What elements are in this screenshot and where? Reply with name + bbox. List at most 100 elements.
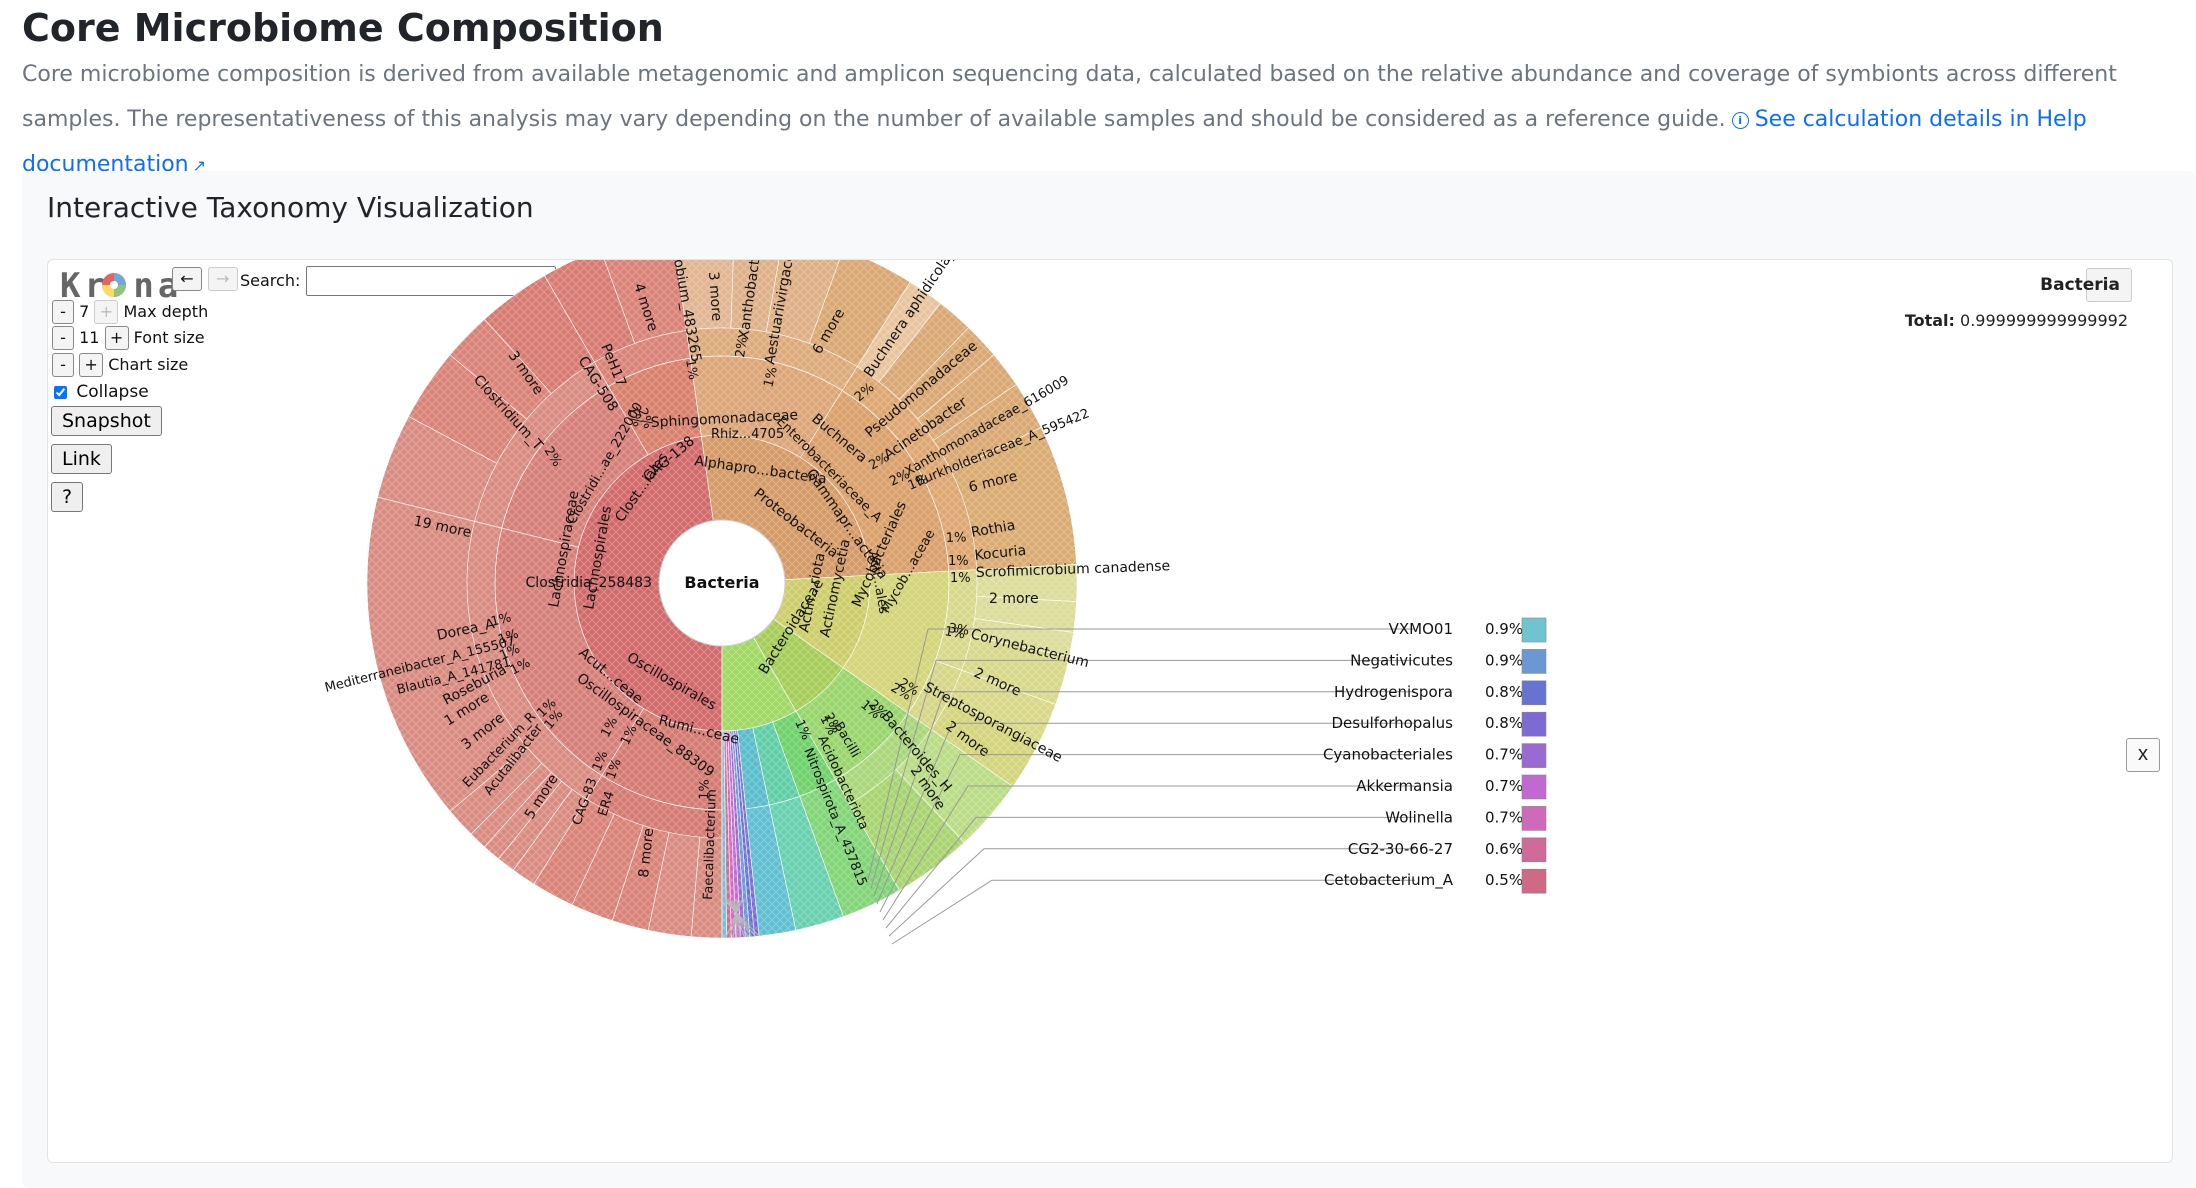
back-button[interactable]: ← <box>172 267 202 291</box>
link-button[interactable]: Link <box>51 444 112 474</box>
small-slice-5-texture <box>725 730 736 938</box>
pct-label-0: 1% <box>489 610 513 630</box>
legend-value-3: 0.8% <box>1485 714 1523 732</box>
ring2-gammaproteobacteria-texture <box>800 390 949 576</box>
leader-stub-3 <box>729 899 749 938</box>
pct-label-20: 1% <box>948 554 969 569</box>
leader-stub-7 <box>732 899 739 938</box>
outer-segment-7-texture <box>484 751 580 859</box>
outer-label-25: 3 more <box>705 271 724 322</box>
legend-name-6: Wolinella <box>1385 808 1453 826</box>
legend-swatch-7 <box>1521 837 1547 863</box>
collapse-label: Collapse <box>76 382 149 402</box>
small-slice-2-texture <box>731 730 750 938</box>
outer-segment-27-texture <box>948 564 1077 602</box>
krona-sunburst: BacteriaClostridia_258483ProteobacteriaA… <box>323 260 1547 945</box>
ring2-acidobacteriota-texture <box>752 722 800 806</box>
family-segment-3-texture <box>594 330 691 387</box>
small-slice-4-texture <box>727 730 741 938</box>
chart-size-decrease-button[interactable]: - <box>52 353 74 377</box>
outer-segment-10-texture <box>367 497 549 812</box>
legend-leader-5 <box>882 785 1415 921</box>
forward-button[interactable]: → <box>207 267 238 291</box>
legend-value-6: 0.7% <box>1485 808 1523 826</box>
small-slice-7-texture <box>722 730 727 938</box>
ring2-nitrospirota-texture <box>737 727 770 809</box>
family-segment-1-texture <box>467 521 602 800</box>
focus-node-label: Bacteria <box>2040 275 2120 295</box>
font-size-decrease-button[interactable]: - <box>52 326 74 350</box>
pct-label-7: 1% <box>604 757 625 782</box>
search-input[interactable] <box>306 266 557 296</box>
font-size-label: Font size <box>133 328 205 347</box>
chart-size-increase-button[interactable]: + <box>79 353 104 377</box>
legend-value-1: 0.9% <box>1485 651 1523 669</box>
collapse-checkbox[interactable] <box>54 385 67 399</box>
total-value: 0.999999999999992 <box>1960 311 2128 330</box>
legend-leader-4 <box>879 754 1415 913</box>
legend-leader-3 <box>876 722 1415 905</box>
sunburst-rings <box>366 260 1078 939</box>
krona-chart-frame: Kr na ← → Search: x - 7 + Max depth - 11 <box>47 259 2173 1163</box>
legend-value-2: 0.8% <box>1485 683 1523 701</box>
outer-segment-0-texture <box>691 809 722 938</box>
card-title: Interactive Taxonomy Visualization <box>47 191 534 224</box>
legend-value-7: 0.6% <box>1485 840 1523 858</box>
small-taxa-legend: VXMO01 0.9% Negativicutes 0.9% Hydrogenispor… <box>1323 617 1547 894</box>
legend-close-button[interactable]: x <box>2126 738 2160 772</box>
ring2-bacteroidaceae-texture <box>796 667 908 780</box>
small-slice-6-texture <box>723 730 732 938</box>
small-slice-0-texture <box>735 730 760 937</box>
help-button[interactable]: ? <box>51 482 84 512</box>
outer-label-13: 8 more <box>636 827 657 878</box>
max-depth-increase-button[interactable]: + <box>94 300 119 324</box>
outer-segment-5-texture <box>513 766 602 885</box>
pct-label-6: 1% <box>590 749 612 774</box>
legend-swatch-3 <box>1521 711 1547 737</box>
outer-label-41: Scrofimicrobium canadense <box>976 558 1171 581</box>
outer-segment-35-texture <box>799 779 900 917</box>
legend-swatch-6 <box>1521 806 1547 831</box>
legend-swatch-8 <box>1521 868 1547 894</box>
pct-label-9: 1% <box>624 405 645 429</box>
ring1-proteobacteria-texture <box>701 435 870 580</box>
chart-size-label: Chart size <box>108 355 189 374</box>
page-title: Core Microbiome Composition <box>22 6 664 50</box>
small-slice-1-texture <box>733 730 755 937</box>
legend-leader-1 <box>870 659 1415 889</box>
visualization-card: Interactive Taxonomy Visualization Kr na… <box>22 171 2196 1188</box>
outer-segment-29-texture <box>944 614 1074 657</box>
outer-label-42: 2 more <box>989 591 1039 607</box>
outer-segment-36-texture <box>769 796 844 931</box>
outer-segment-37-texture <box>745 805 796 937</box>
legend-value-0: 0.9% <box>1485 620 1523 638</box>
focus-navigation-toggle[interactable]: ↔ <box>2086 268 2132 302</box>
ring1-actinomycetota-texture <box>773 575 870 668</box>
outer-label-14: Faecalibacterium <box>701 789 720 900</box>
ring2-actinomycetia-texture <box>843 571 949 714</box>
font-size-increase-button[interactable]: + <box>104 326 129 350</box>
legend-swatch-5 <box>1521 774 1547 800</box>
ring2-clostridiales-texture <box>501 386 648 548</box>
external-link-icon: ↗ <box>192 156 207 175</box>
ring2-cag138-texture <box>608 358 702 455</box>
leader-stub-2 <box>727 899 753 938</box>
legend-swatch-2 <box>1521 680 1547 706</box>
outer-segment-6-texture <box>498 759 589 871</box>
page-description: Core microbiome composition is derived f… <box>22 52 2172 188</box>
search-label: Search: <box>240 271 301 290</box>
legend-name-5: Akkermansia <box>1356 777 1453 795</box>
center-label: Bacteria <box>684 573 759 592</box>
snapshot-button[interactable]: Snapshot <box>51 406 162 436</box>
max-depth-decrease-button[interactable]: - <box>52 300 74 324</box>
ring2-lachnospirales-texture <box>494 528 644 776</box>
family-segment-8-texture <box>835 713 931 804</box>
outer-label-29: Sphingomonadaceae <box>650 407 798 431</box>
pct-label-12: 1% <box>682 358 700 381</box>
legend-name-0: VXMO01 <box>1389 620 1453 638</box>
ring2-oscillospirales-texture <box>601 708 722 810</box>
legend-leader-8 <box>891 879 1415 945</box>
outer-segment-8-texture <box>470 743 571 847</box>
pct-label-13: 2% <box>733 336 751 359</box>
legend-name-4: Cyanobacteriales <box>1323 746 1453 764</box>
